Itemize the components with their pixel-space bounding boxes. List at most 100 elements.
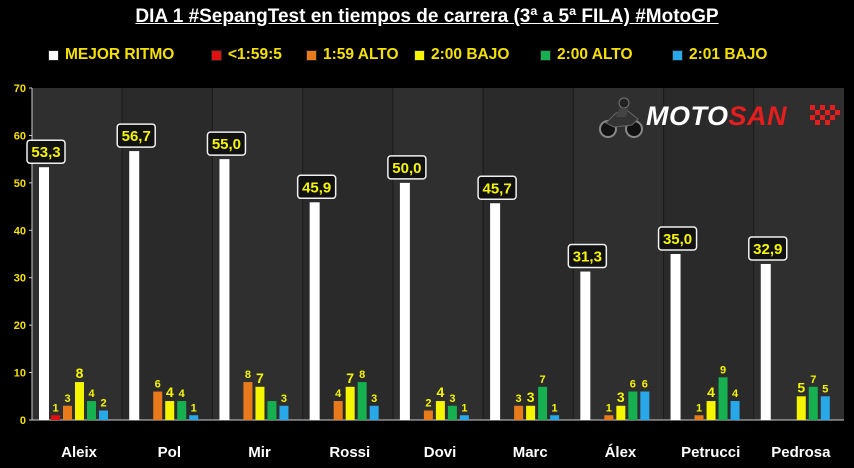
legend-swatch (672, 49, 683, 61)
data-label: 8 (245, 369, 251, 381)
bar-3 (706, 401, 716, 420)
data-label: 1 (191, 402, 197, 414)
legend-label: 2:01 BAJO (689, 46, 768, 63)
data-label: 6 (630, 379, 636, 391)
data-label: 4 (732, 388, 739, 400)
bar-5 (369, 405, 379, 420)
y-tick-label: 60 (14, 130, 26, 142)
data-label: 4 (335, 388, 342, 400)
data-label: 3 (281, 393, 287, 405)
bar-4 (267, 401, 277, 420)
bar-3 (75, 382, 84, 420)
bar-3 (435, 401, 445, 420)
bar-2 (333, 401, 343, 420)
bar-5 (820, 396, 830, 420)
data-label-box (296, 174, 337, 200)
x-tick-label: Pedrosa (771, 444, 831, 461)
data-label: 2 (100, 398, 106, 410)
x-tick-label: Mir (248, 444, 271, 461)
data-label: 1 (52, 402, 58, 414)
x-tick-label: Dovi (424, 444, 457, 461)
x-tick-label: Pol (158, 444, 181, 461)
bar-2 (694, 415, 704, 420)
bar-2 (423, 410, 433, 420)
bar-4 (447, 405, 457, 420)
data-label: 3 (516, 393, 522, 405)
bar-5 (99, 410, 108, 420)
data-label: 8 (359, 369, 365, 381)
data-label-box (206, 131, 247, 156)
data-label-box (657, 226, 698, 251)
data-label: 5 (797, 379, 805, 395)
bar-5 (640, 391, 650, 420)
logo-text-san: SAN (728, 101, 788, 131)
data-label: 1 (606, 402, 612, 414)
data-label: 6 (642, 379, 648, 391)
bar-4 (718, 377, 728, 420)
data-label: 8 (76, 365, 84, 381)
motorcycle-rider-icon (599, 97, 643, 138)
legend-item: <1:59:5 (211, 46, 282, 64)
bar-5 (730, 401, 740, 420)
data-label-box (567, 243, 608, 269)
legend-swatch (211, 49, 222, 61)
data-label-mejor-ritmo: 45,7 (483, 180, 512, 197)
bar-2 (153, 391, 163, 420)
bar-3 (165, 401, 175, 420)
data-label: 2 (425, 398, 431, 410)
data-label-mejor-ritmo: 35,0 (663, 231, 692, 248)
data-label: 7 (810, 374, 816, 386)
data-label-mejor-ritmo: 32,9 (753, 241, 782, 258)
logo-text-moto: MOTO (646, 101, 729, 131)
y-tick-label: 10 (14, 368, 26, 380)
data-label: 3 (527, 389, 535, 405)
data-label-box (116, 123, 156, 148)
legend-item: 2:00 ALTO (540, 46, 633, 64)
legend-item: 2:01 BAJO (672, 46, 767, 64)
bar-4 (808, 386, 818, 420)
data-label: 3 (371, 393, 377, 405)
checkered-flag-icon (810, 105, 840, 125)
data-label-mejor-ritmo: 50,0 (392, 160, 421, 177)
bar-3 (345, 386, 355, 420)
legend-swatch (306, 49, 317, 61)
data-label: 5 (822, 383, 828, 395)
data-label: 1 (696, 402, 702, 414)
legend-item: 2:00 BAJO (414, 46, 509, 64)
bar-mejor-ritmo (399, 182, 410, 420)
data-label: 7 (256, 370, 264, 386)
legend-swatch (48, 49, 59, 61)
data-label-box (748, 236, 788, 261)
bar-5 (189, 415, 199, 420)
logo-text: MOTOSAN (646, 101, 787, 132)
y-tick-label: 70 (14, 83, 26, 95)
legend: MEJOR RITMO <1:59:5 1:59 ALTO 2:00 BAJO 2:00… (48, 46, 848, 68)
bar-2 (514, 405, 524, 420)
data-label: 4 (166, 384, 174, 400)
bar-1 (51, 415, 60, 420)
x-tick-label: Álex (605, 444, 637, 461)
bar-5 (550, 415, 560, 420)
bar-mejor-ritmo (219, 159, 230, 420)
legend-item: MEJOR RITMO (48, 46, 174, 64)
bar-mejor-ritmo (39, 167, 49, 420)
data-label-box (26, 139, 66, 164)
data-label: 3 (449, 393, 455, 405)
legend-label: MEJOR RITMO (65, 46, 175, 63)
y-tick-label: 30 (14, 273, 26, 285)
data-label: 1 (461, 402, 467, 414)
data-label-mejor-ritmo: 31,3 (573, 249, 602, 266)
data-label: 7 (346, 370, 354, 386)
data-label-mejor-ritmo: 56,7 (122, 128, 151, 145)
x-tick-label: Petrucci (681, 444, 740, 461)
data-label-mejor-ritmo: 45,9 (302, 179, 331, 196)
bar-5 (459, 415, 469, 420)
bar-4 (87, 401, 96, 420)
x-tick-label: Aleix (61, 444, 98, 461)
legend-label: 1:59 ALTO (323, 46, 399, 63)
data-label: 1 (552, 402, 558, 414)
bar-mejor-ritmo (129, 151, 140, 420)
bar-3 (796, 396, 806, 420)
legend-label: 2:00 ALTO (557, 46, 633, 63)
